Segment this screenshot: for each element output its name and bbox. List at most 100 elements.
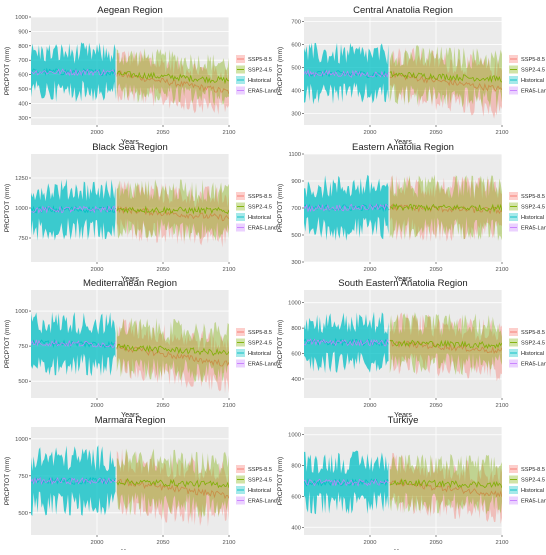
line-era5-land [304, 68, 389, 79]
x-tick-label: 2100 [496, 403, 509, 409]
line-ssp2-4-5 [389, 70, 502, 84]
x-tick-label: 2000 [364, 267, 377, 273]
chart-title: Marmara Region [95, 415, 166, 426]
x-tick-label: 2050 [430, 130, 443, 136]
y-tick-label: 500 [18, 379, 28, 385]
y-tick-label: 700 [18, 58, 28, 64]
legend-label: Historical [248, 488, 271, 494]
y-tick-label: 1000 [288, 301, 301, 307]
legend-label: ERA5-Land [521, 362, 546, 368]
line-ssp5-8-5 [116, 342, 229, 367]
chart-panel: Aegean Region 2000 2050 2100 300 400 500 600 700… [4, 5, 277, 146]
band-ssp2-4-5 [116, 448, 229, 519]
y-tick-label: 800 [291, 464, 301, 470]
line-ssp2-4-5 [116, 343, 229, 357]
chart-title: Eastern Anatolia Region [352, 142, 454, 153]
x-axis-label: Years [394, 412, 412, 419]
y-tick-label: 700 [291, 206, 301, 212]
line-ssp2-4-5 [116, 205, 229, 215]
x-tick-label: 2000 [91, 540, 104, 546]
x-tick-label: 2100 [223, 267, 236, 273]
x-tick-label: 2000 [364, 130, 377, 136]
plot-area [304, 42, 502, 119]
y-tick-label: 500 [18, 511, 28, 517]
band-ssp2-4-5 [116, 317, 229, 383]
line-era5-land [304, 338, 389, 347]
chart-title: Turkiye [388, 415, 419, 426]
legend-label: SSP2-4.5 [521, 68, 545, 74]
legend-label: Historical [248, 78, 271, 84]
y-tick-label: 600 [291, 494, 301, 500]
y-tick-label: 600 [291, 352, 301, 358]
line-ssp2-4-5 [389, 339, 502, 350]
line-ssp5-8-5 [389, 70, 502, 92]
y-tick-label: 300 [291, 260, 301, 266]
chart-panel: Eastern Anatolia Region 2000 2050 2100 300 50… [277, 142, 546, 283]
legend-label: SSP5-8.5 [248, 330, 272, 336]
legend-label: SSP2-4.5 [248, 478, 272, 484]
line-historical [31, 67, 116, 77]
x-tick-label: 2050 [430, 267, 443, 273]
legend-label: SSP2-4.5 [521, 341, 545, 347]
x-tick-label: 2000 [91, 403, 104, 409]
y-tick-label: 500 [18, 87, 28, 93]
y-tick-label: 1000 [15, 15, 28, 21]
y-tick-label: 1000 [288, 433, 301, 439]
chart-panel: Turkiye 2000 2050 2100 400 600 800 1000 Years PRC… [277, 415, 546, 555]
y-tick-label: 500 [291, 233, 301, 239]
band-ssp5-8-5 [116, 180, 229, 248]
x-tick-label: 2050 [157, 267, 170, 273]
legend-label: Historical [521, 351, 544, 357]
x-tick-label: 2100 [496, 267, 509, 273]
legend: SSP5-8.5 SSP2-4.5 Historical ERA5-Land [236, 328, 277, 368]
x-tick-label: 2000 [91, 130, 104, 136]
x-tick-label: 2050 [430, 540, 443, 546]
legend: SSP5-8.5 SSP2-4.5 Historical ERA5-Land [236, 465, 277, 505]
y-axis-label: PRCPTOT (mm) [277, 320, 284, 368]
legend-label: Historical [521, 78, 544, 84]
plot-area [31, 312, 229, 394]
plot-area [304, 311, 502, 382]
y-tick-label: 300 [18, 116, 28, 122]
y-tick-label: 1000 [15, 309, 28, 315]
y-tick-label: 800 [18, 44, 28, 50]
legend-label: SSP5-8.5 [521, 330, 545, 336]
band-ssp5-8-5 [389, 452, 502, 524]
legend-label: SSP5-8.5 [521, 467, 545, 473]
plot-area [31, 445, 229, 527]
band-ssp5-8-5 [116, 318, 229, 394]
chart-title: Mediterranean Region [83, 278, 177, 289]
y-tick-label: 1250 [15, 176, 28, 182]
y-tick-label: 900 [18, 29, 28, 35]
legend-label: ERA5-Land [521, 499, 546, 505]
y-tick-label: 1000 [15, 206, 28, 212]
x-axis-label: Years [121, 412, 139, 419]
x-axis-label: Years [394, 139, 412, 146]
y-tick-label: 900 [291, 179, 301, 185]
x-tick-label: 2100 [223, 130, 236, 136]
y-axis-label: PRCPTOT (mm) [4, 320, 11, 368]
legend-label: SSP5-8.5 [521, 194, 545, 200]
y-tick-label: 750 [18, 344, 28, 350]
legend-label: SSP2-4.5 [248, 68, 272, 74]
legend-label: SSP5-8.5 [248, 194, 272, 200]
legend-label: SSP5-8.5 [521, 57, 545, 63]
legend-label: SSP2-4.5 [248, 341, 272, 347]
chart-panel: Black Sea Region 2000 2050 2100 750 1000 1250 Y… [4, 142, 277, 283]
legend-label: Historical [521, 488, 544, 494]
line-era5-land [304, 478, 389, 487]
x-tick-label: 2000 [91, 267, 104, 273]
y-axis-label: PRCPTOT (mm) [277, 457, 284, 505]
y-tick-label: 800 [291, 326, 301, 332]
line-ssp2-4-5 [389, 203, 502, 213]
band-historical [31, 42, 116, 102]
chart-title: Aegean Region [97, 5, 163, 16]
chart-title: South Eastern Anatolia Region [338, 278, 467, 289]
band-historical [304, 174, 389, 241]
x-tick-label: 2000 [364, 403, 377, 409]
legend-label: ERA5-Land [248, 362, 277, 368]
legend-label: ERA5-Land [248, 226, 277, 232]
x-tick-label: 2000 [364, 540, 377, 546]
